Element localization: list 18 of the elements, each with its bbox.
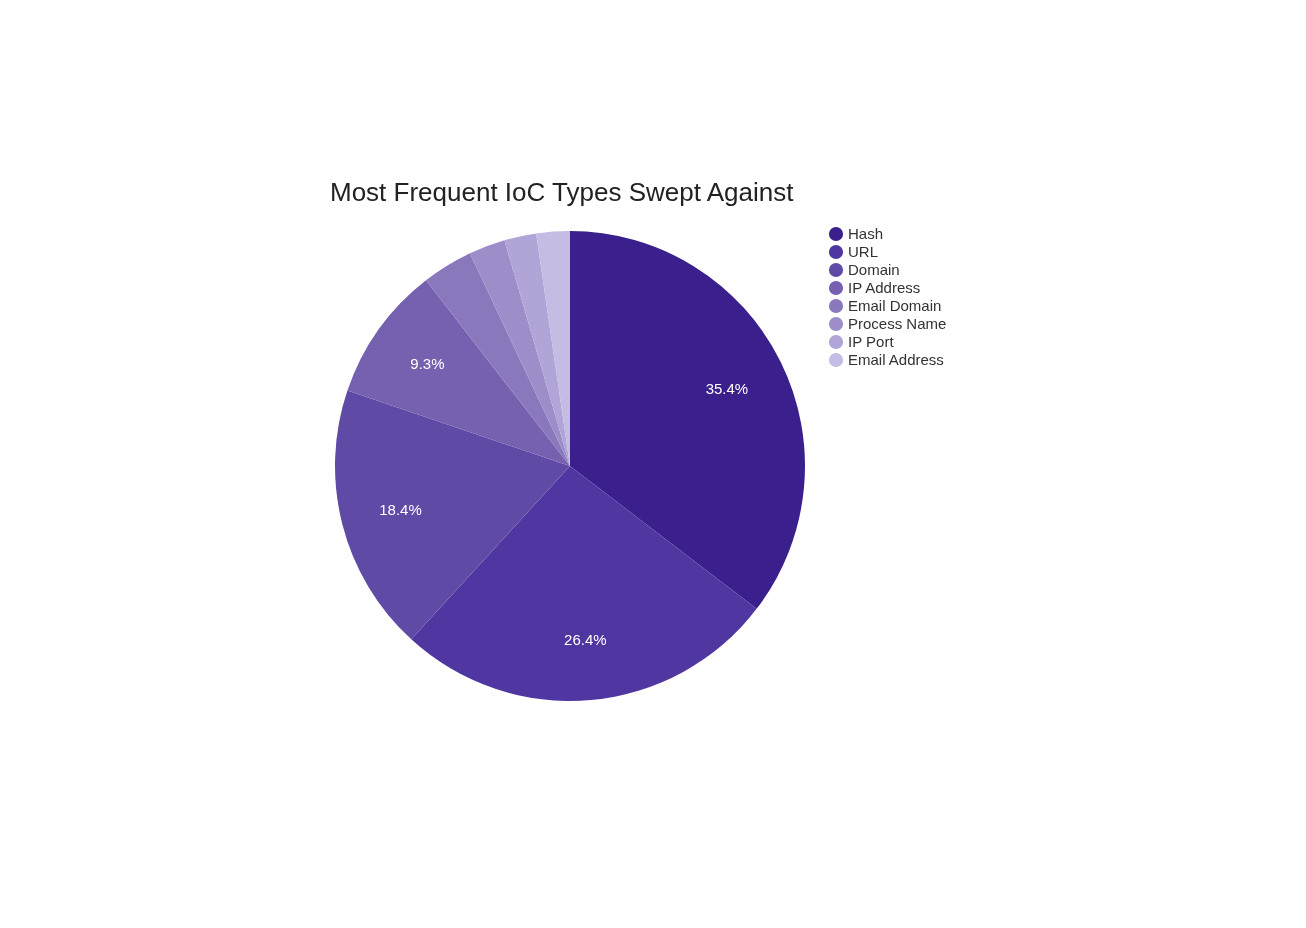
pie-slice bbox=[504, 233, 570, 466]
data-label: 26.4% bbox=[564, 631, 607, 649]
data-label: 35.4% bbox=[705, 379, 749, 397]
legend-label: Email Domain bbox=[848, 297, 942, 314]
legend-label: IP Address bbox=[848, 279, 921, 296]
data-label: 9.3% bbox=[410, 355, 445, 373]
pie-slice bbox=[469, 240, 570, 466]
pie-slice bbox=[347, 280, 570, 466]
data-label: 18.4% bbox=[379, 500, 422, 518]
legend-label: Process Name bbox=[848, 315, 947, 332]
pie-slice bbox=[570, 231, 805, 609]
pie-slice bbox=[536, 231, 570, 466]
legend-label: Hash bbox=[848, 225, 884, 242]
legend-label: Email Address bbox=[848, 351, 944, 368]
legend-label: Domain bbox=[848, 261, 900, 278]
legend-label: URL bbox=[848, 243, 879, 260]
chart-title: Most Frequent IoC Types Swept Against bbox=[330, 177, 795, 207]
legend-label: IP Port bbox=[848, 333, 895, 350]
